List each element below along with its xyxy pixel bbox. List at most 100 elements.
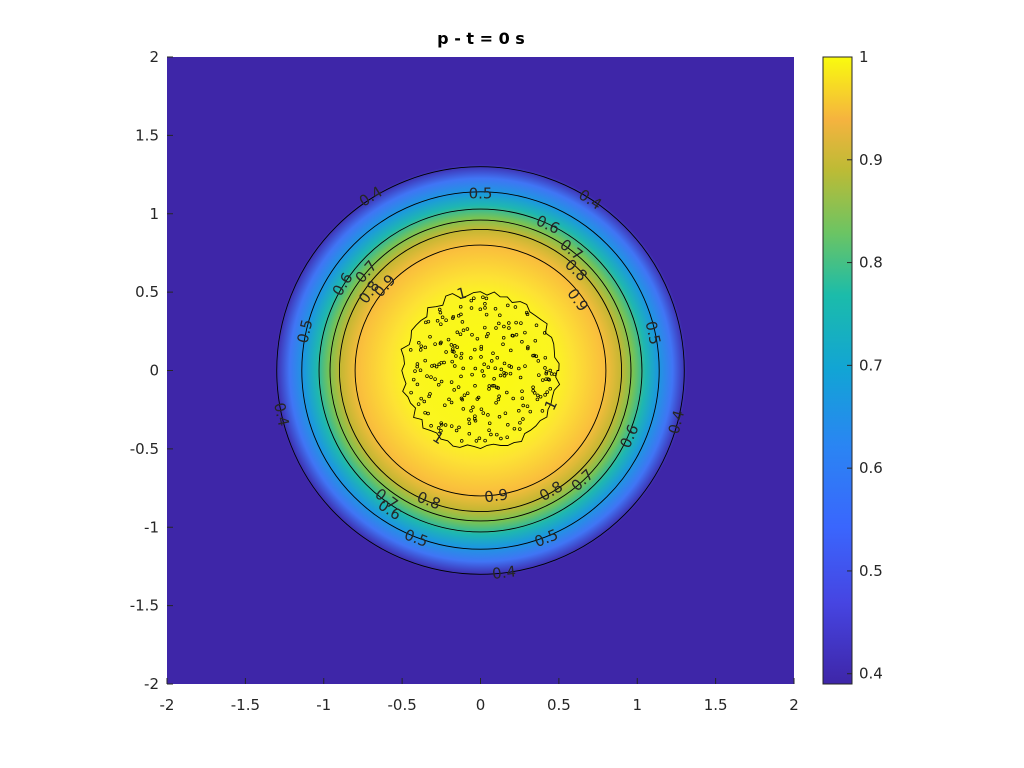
particle-marker [467, 417, 471, 422]
particle-marker [517, 409, 521, 413]
particle-marker [481, 295, 485, 300]
particle-marker [428, 334, 432, 339]
x-tick-label: 2 [789, 696, 799, 714]
particle-marker [543, 366, 547, 370]
particle-marker [462, 393, 467, 397]
particle-marker [536, 393, 540, 398]
contour-line-0.6 [318, 208, 643, 533]
particle-marker [411, 377, 416, 382]
particle-marker [494, 400, 498, 405]
particle-marker [418, 348, 423, 352]
particle-marker [467, 421, 472, 425]
particle-marker [419, 396, 423, 401]
particle-marker [503, 411, 508, 415]
particle-marker [453, 344, 457, 348]
particle-marker [545, 390, 549, 394]
contour-label: 0.5 [294, 318, 317, 345]
particle-marker [492, 377, 496, 381]
particle-marker [481, 411, 486, 415]
contour-label: 0.4 [665, 408, 688, 436]
particle-marker [479, 344, 484, 349]
particle-marker [444, 350, 448, 354]
particle-marker [523, 330, 527, 335]
x-tick-label: 0 [476, 696, 486, 714]
particle-marker [461, 328, 466, 333]
particle-marker [549, 372, 554, 376]
particle-marker [533, 338, 538, 343]
y-tick-label: 0.5 [135, 283, 159, 301]
particle-marker [436, 383, 441, 387]
particle-marker [525, 312, 530, 317]
particle-marker [505, 390, 509, 395]
x-tick-label: -1 [316, 696, 331, 714]
particle-marker [477, 436, 482, 440]
particle-marker [490, 383, 495, 388]
particle-marker [439, 429, 443, 433]
particle-marker [484, 312, 489, 317]
particle-marker [435, 319, 440, 323]
colorbar-ticks: 0.4 0.5 0.6 0.7 0.8 0.9 1 [847, 48, 883, 683]
particle-marker [526, 345, 530, 349]
particle-marker [475, 336, 480, 341]
particle-marker [457, 425, 461, 430]
y-tick-label: 2 [149, 48, 159, 66]
particle-marker [532, 391, 537, 395]
particle-marker [459, 374, 463, 379]
particle-marker [473, 384, 477, 388]
particle-marker [453, 364, 457, 368]
particle-marker [501, 342, 505, 347]
particle-marker [444, 318, 448, 322]
particle-marker [520, 389, 524, 393]
y-tick-label: 1.5 [135, 126, 159, 144]
particle-marker [470, 332, 474, 337]
particle-marker [476, 395, 481, 400]
particle-marker [497, 321, 501, 326]
particle-marker [489, 432, 493, 437]
particle-marker [417, 341, 421, 345]
particle-marker [525, 404, 530, 408]
particle-marker [447, 397, 451, 402]
plot-area: 0.4 0.5 0.40.60.70.80.90.60.70.80.90.5 0.50… [167, 57, 794, 684]
particle-marker [484, 334, 489, 339]
particle-marker [528, 409, 533, 414]
contour-line-0.4 [276, 166, 685, 575]
particle-marker [425, 374, 429, 378]
particle-marker [439, 423, 444, 427]
particle-marker [423, 410, 427, 415]
x-axis: -2 -1.5 -1 -0.5 0 0.5 1 1.5 2 [160, 678, 799, 714]
particle-marker [501, 336, 506, 340]
particle-marker [518, 420, 522, 425]
particle-marker [433, 342, 437, 346]
particle-marker [487, 428, 491, 432]
y-tick-label: -2 [144, 675, 159, 693]
particle-marker [436, 426, 441, 430]
particle-marker [544, 370, 549, 374]
particle-marker [483, 306, 487, 310]
particle-marker [429, 375, 433, 379]
x-tick-label: -1.5 [231, 696, 260, 714]
particle-marker [521, 417, 525, 421]
y-tick-label: 1 [149, 205, 159, 223]
particle-marker [454, 428, 459, 433]
particle-marker [467, 432, 472, 436]
particle-marker [498, 313, 502, 318]
y-tick-label: -1.5 [130, 597, 159, 615]
x-tick-label: 1 [632, 696, 642, 714]
particle-marker [439, 421, 443, 425]
colorbar-tick-label: 0.5 [859, 562, 883, 580]
particle-marker [413, 369, 417, 373]
particle-marker [422, 399, 427, 404]
y-tick-label: 0 [149, 362, 159, 380]
chart-title: p - t = 0 s [437, 29, 525, 48]
particle-marker [449, 380, 454, 384]
particle-marker [437, 307, 442, 312]
particle-marker [483, 325, 487, 330]
particle-marker [508, 371, 513, 376]
colorbar-tick-label: 0.9 [859, 151, 883, 169]
particle-marker [429, 424, 433, 428]
particle-marker [543, 355, 548, 360]
contour-label: 1 [455, 284, 469, 304]
particle-marker [482, 374, 486, 378]
particle-marker [494, 385, 499, 390]
particle-marker [484, 296, 489, 301]
